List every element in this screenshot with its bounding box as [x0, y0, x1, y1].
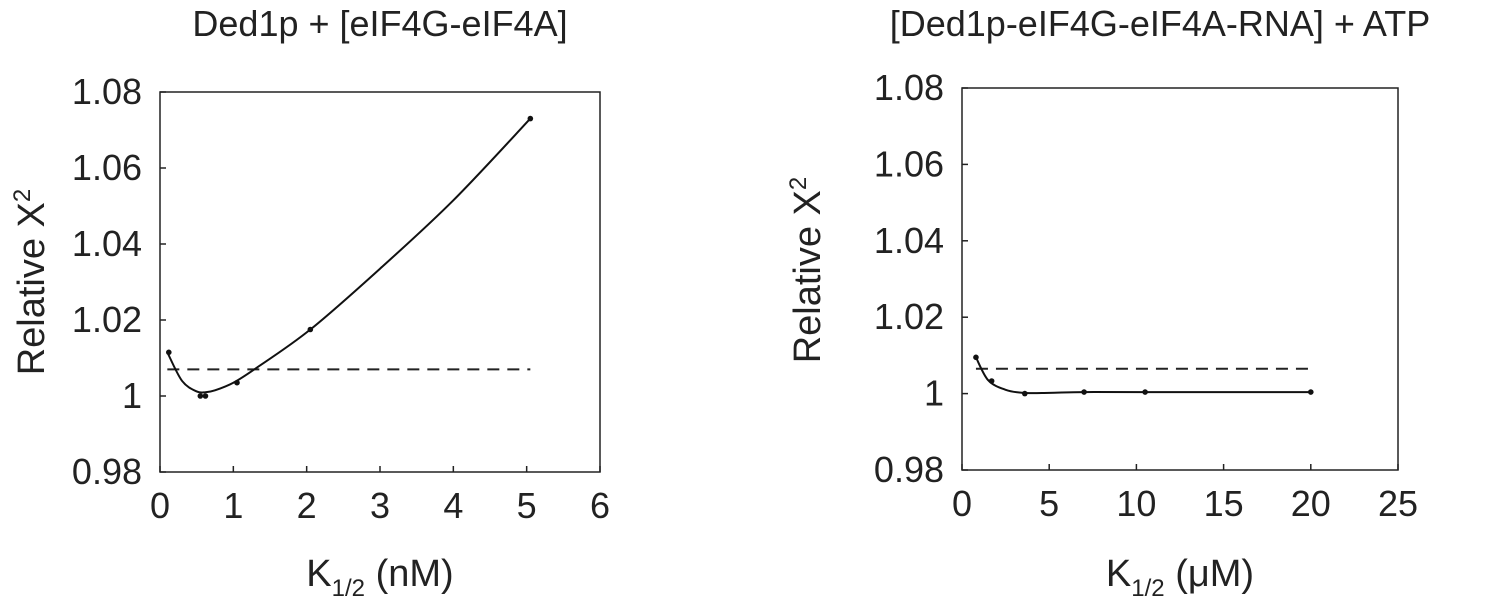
- series-line: [975, 356, 1311, 395]
- y-tick-label: 1.04: [72, 223, 142, 264]
- y-tick-label: 0.98: [72, 451, 142, 492]
- x-tick-label: 0: [150, 485, 170, 526]
- y-tick-label: 0.98: [874, 449, 944, 490]
- chart-title: Ded1p + [eIF4G-eIF4A]: [192, 3, 567, 44]
- x-tick-label: 15: [1204, 483, 1244, 524]
- y-tick-label: 1.02: [874, 296, 944, 337]
- x-tick-label: 20: [1291, 483, 1331, 524]
- y-axis-label: Relative X2: [9, 189, 53, 376]
- x-tick-labels: 0 5 10 15 20 25: [952, 464, 1418, 524]
- x-axis-label: K1/2 (μM): [1106, 553, 1254, 602]
- data-point: [202, 393, 209, 399]
- x-tick-label: 25: [1378, 483, 1418, 524]
- y-tick-label: 1.04: [874, 220, 944, 261]
- data-point: [1142, 389, 1148, 395]
- data-point: [1081, 389, 1087, 395]
- x-tick-label: 3: [370, 485, 390, 526]
- x-tick-labels: 0 1 2 3 4 5 6: [150, 466, 610, 526]
- y-tick-label: 1: [924, 373, 944, 414]
- y-tick-label: 1: [122, 375, 142, 416]
- y-tick-label: 1.06: [72, 147, 142, 188]
- y-tick-label: 1.08: [874, 67, 944, 108]
- x-tick-label: 2: [297, 485, 317, 526]
- data-point: [234, 379, 240, 386]
- chart-panel-right: [Ded1p-eIF4G-eIF4A-RNA] + ATP 0.98 1 1.02 1…: [785, 3, 1430, 602]
- data-marks: [973, 354, 1314, 397]
- y-tick-label: 1.08: [72, 71, 142, 112]
- y-tick-label: 1.02: [72, 299, 142, 340]
- data-point: [1308, 389, 1314, 395]
- y-tick-labels: 0.98 1 1.02 1.04 1.06 1.08: [874, 67, 968, 490]
- chart-panel-left: Ded1p + [eIF4G-eIF4A] 0.98 1 1.02 1.04 1.06 1…: [9, 3, 610, 602]
- x-axis-label: K1/2 (nM): [306, 553, 453, 602]
- data-point: [527, 115, 534, 122]
- x-tick-label: 10: [1116, 483, 1156, 524]
- plot-area-frame: [961, 87, 1399, 471]
- y-tick-label: 1.06: [874, 143, 944, 184]
- plot-area-frame: [159, 91, 601, 473]
- x-tick-label: 4: [443, 485, 463, 526]
- data-marks: [166, 115, 534, 399]
- x-tick-label: 5: [517, 485, 537, 526]
- data-point: [1021, 390, 1028, 397]
- y-tick-labels: 0.98 1 1.02 1.04 1.06 1.08: [72, 71, 166, 492]
- data-point: [307, 326, 314, 333]
- x-tick-label: 0: [952, 483, 972, 524]
- x-tick-label: 1: [223, 485, 243, 526]
- data-point: [973, 354, 979, 361]
- y-axis-label: Relative X2: [785, 177, 829, 364]
- x-tick-label: 5: [1039, 483, 1059, 524]
- data-point: [166, 349, 172, 356]
- data-point: [988, 378, 995, 384]
- chart-title: [Ded1p-eIF4G-eIF4A-RNA] + ATP: [890, 3, 1431, 44]
- x-tick-label: 6: [590, 485, 610, 526]
- series-line: [166, 117, 532, 394]
- data-point: [197, 393, 204, 399]
